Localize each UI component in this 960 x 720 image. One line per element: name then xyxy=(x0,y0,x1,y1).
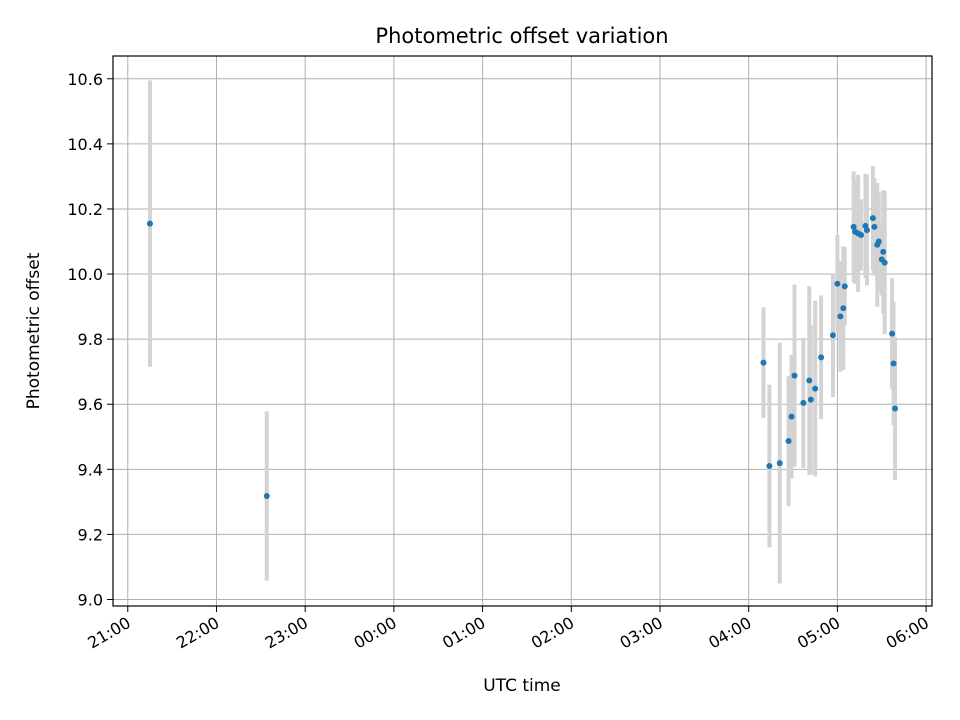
data-point xyxy=(807,396,814,403)
y-tick-label: 9.0 xyxy=(78,590,103,609)
data-point xyxy=(863,227,870,234)
y-tick-label: 9.8 xyxy=(78,330,103,349)
data-point xyxy=(760,359,767,366)
data-point xyxy=(850,223,857,230)
data-point xyxy=(800,399,807,406)
data-point xyxy=(889,330,896,337)
data-point xyxy=(806,377,813,384)
data-point xyxy=(834,280,841,287)
data-point xyxy=(791,372,798,379)
y-axis-ticks: 9.0 9.2 9.4 9.6 9.8 10.0 10.2 10.4 10.6 xyxy=(67,70,113,609)
data-point xyxy=(871,223,878,230)
data-point xyxy=(766,463,773,470)
x-axis-label: UTC time xyxy=(483,676,561,696)
data-point xyxy=(785,438,792,444)
data-point xyxy=(841,283,848,290)
y-tick-label: 9.4 xyxy=(78,460,103,479)
y-tick-label: 10.4 xyxy=(67,135,103,154)
data-points xyxy=(146,215,899,499)
data-point xyxy=(776,460,783,467)
plot-frame xyxy=(112,55,933,607)
data-point xyxy=(858,231,865,238)
data-point xyxy=(146,220,153,227)
grid-lines xyxy=(113,56,932,606)
data-point xyxy=(840,305,847,312)
data-point xyxy=(875,238,882,245)
data-point xyxy=(788,413,795,420)
data-point xyxy=(890,360,897,367)
data-point xyxy=(881,259,888,266)
data-point xyxy=(837,313,844,320)
y-axis-label: Photometric offset xyxy=(24,252,44,409)
y-tick-label: 9.6 xyxy=(78,395,103,414)
data-point xyxy=(812,385,819,392)
data-point xyxy=(869,215,876,222)
data-point xyxy=(880,248,887,255)
data-point xyxy=(892,405,899,412)
y-tick-label: 10.2 xyxy=(67,200,103,219)
chart-title: Photometric offset variation xyxy=(375,24,668,48)
y-tick-label: 10.0 xyxy=(67,265,103,284)
data-point xyxy=(263,493,270,499)
data-point xyxy=(829,332,836,339)
y-tick-label: 10.6 xyxy=(67,70,103,89)
data-point xyxy=(818,354,825,361)
y-tick-label: 9.2 xyxy=(78,525,103,544)
